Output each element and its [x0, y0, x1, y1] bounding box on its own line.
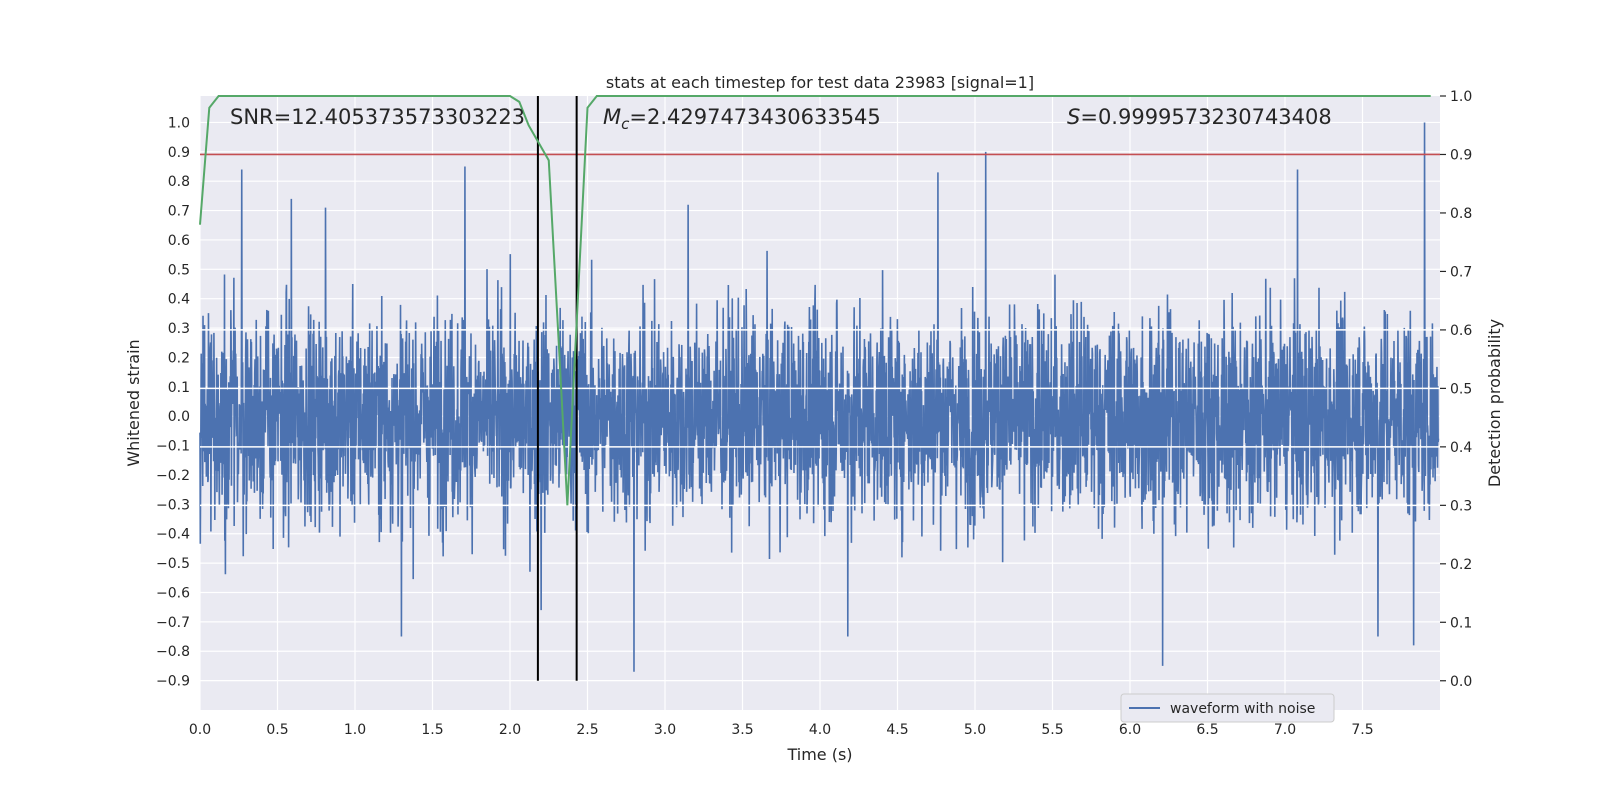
- y-tick-label-left: −0.3: [156, 497, 190, 513]
- overlays: [199, 95, 1440, 681]
- x-tick-label: 1.5: [421, 722, 443, 738]
- x-tick-label: 2.5: [576, 722, 598, 738]
- y-tick-label-left: 1.0: [168, 115, 190, 131]
- mc-value: =2.4297473430633545: [629, 105, 880, 129]
- s-annotation: S=0.9999573230743408: [1067, 105, 1332, 129]
- x-tick-label: 0.5: [266, 722, 288, 738]
- x-tick-label: 1.0: [344, 722, 366, 738]
- x-tick-label: 3.0: [654, 722, 676, 738]
- legend-box: [1120, 693, 1335, 723]
- y-tick-label-left: −0.8: [156, 644, 190, 660]
- y-axis-left-label: Whitened strain: [124, 339, 143, 466]
- y-tick-label-right: 0.6: [1450, 323, 1472, 339]
- x-tick-label: 4.5: [886, 722, 908, 738]
- y-tick-label-right: 0.2: [1450, 557, 1472, 573]
- y-tick-label-left: 0.2: [168, 350, 190, 366]
- x-axis-label: Time (s): [786, 745, 852, 764]
- y-tick-label-left: 0.3: [168, 321, 190, 337]
- chart-title: stats at each timestep for test data 239…: [606, 73, 1034, 92]
- x-tick-label: 5.5: [1041, 722, 1063, 738]
- y-tick-label-left: −0.6: [156, 585, 190, 601]
- x-tick-label: 5.0: [964, 722, 986, 738]
- y-tick-label-right: 0.8: [1450, 206, 1472, 222]
- y-tick-label-right: 0.4: [1450, 440, 1472, 456]
- probability-line: [199, 95, 1431, 506]
- y-tick-label-left: −0.9: [156, 674, 190, 690]
- mc-symbol: M: [603, 105, 621, 129]
- x-tick-label: 2.0: [499, 722, 521, 738]
- y-tick-label-right: 0.5: [1450, 381, 1472, 397]
- y-tick-label-left: −0.1: [156, 439, 190, 455]
- y-axis-right-label: Detection probability: [1485, 319, 1504, 487]
- snr-annotation: SNR=12.405373573303223: [230, 105, 525, 129]
- y-tick-label-right: 0.1: [1450, 615, 1472, 631]
- y-tick-label-right: 0.3: [1450, 498, 1472, 514]
- y-tick-label-left: 0.8: [168, 174, 190, 190]
- y-tick-label-left: 0.6: [168, 233, 190, 249]
- plot-area: [199, 95, 1440, 710]
- x-tick-label: 7.5: [1351, 722, 1373, 738]
- y-tick-label-left: 0.9: [168, 145, 190, 161]
- x-tick-label: 7.0: [1274, 722, 1296, 738]
- x-axis: 0.0 0.5 1.0 1.5 2.0 2.5 3.0 3.5 4.0 4.5 5.0 5.5 6.0 6…: [189, 722, 1374, 738]
- y-axis-right: 0.0 0.1 0.2 0.3 0.4 0.5 0.6 0.7 0.8 0.9 1.0: [1440, 89, 1472, 690]
- s-symbol: S: [1067, 105, 1080, 129]
- y-tick-label-left: 0.7: [168, 204, 190, 220]
- y-tick-label-left: 0.0: [168, 409, 190, 425]
- y-tick-label-right: 0.9: [1450, 147, 1472, 163]
- x-tick-label: 0.0: [189, 722, 211, 738]
- y-tick-label-right: 0.7: [1450, 264, 1472, 280]
- y-tick-label-right: 1.0: [1450, 89, 1472, 105]
- x-tick-label: 6.0: [1119, 722, 1141, 738]
- legend-label: waveform with noise: [1170, 701, 1315, 717]
- y-tick-label-right: 0.0: [1450, 674, 1472, 690]
- mc-annotation: Mc=2.4297473430633545: [603, 105, 881, 133]
- x-tick-label: 3.5: [731, 722, 753, 738]
- y-tick-label-left: 0.5: [168, 262, 190, 278]
- s-value: =0.9999573230743408: [1080, 105, 1331, 129]
- y-tick-label-left: 0.1: [168, 380, 190, 396]
- y-axis-left: −0.9 −0.8 −0.7 −0.6 −0.5 −0.4 −0.3 −0.2 −0.1 0.0 0…: [156, 115, 190, 689]
- mc-subscript: c: [621, 115, 630, 133]
- y-tick-label-left: −0.2: [156, 468, 190, 484]
- x-tick-label: 4.0: [809, 722, 831, 738]
- y-tick-label-left: 0.4: [168, 292, 190, 308]
- legend: waveform with noise: [1120, 693, 1335, 723]
- x-tick-label: 6.5: [1196, 722, 1218, 738]
- y-tick-label-left: −0.5: [156, 556, 190, 572]
- y-tick-label-left: −0.7: [156, 615, 190, 631]
- y-tick-label-left: −0.4: [156, 527, 190, 543]
